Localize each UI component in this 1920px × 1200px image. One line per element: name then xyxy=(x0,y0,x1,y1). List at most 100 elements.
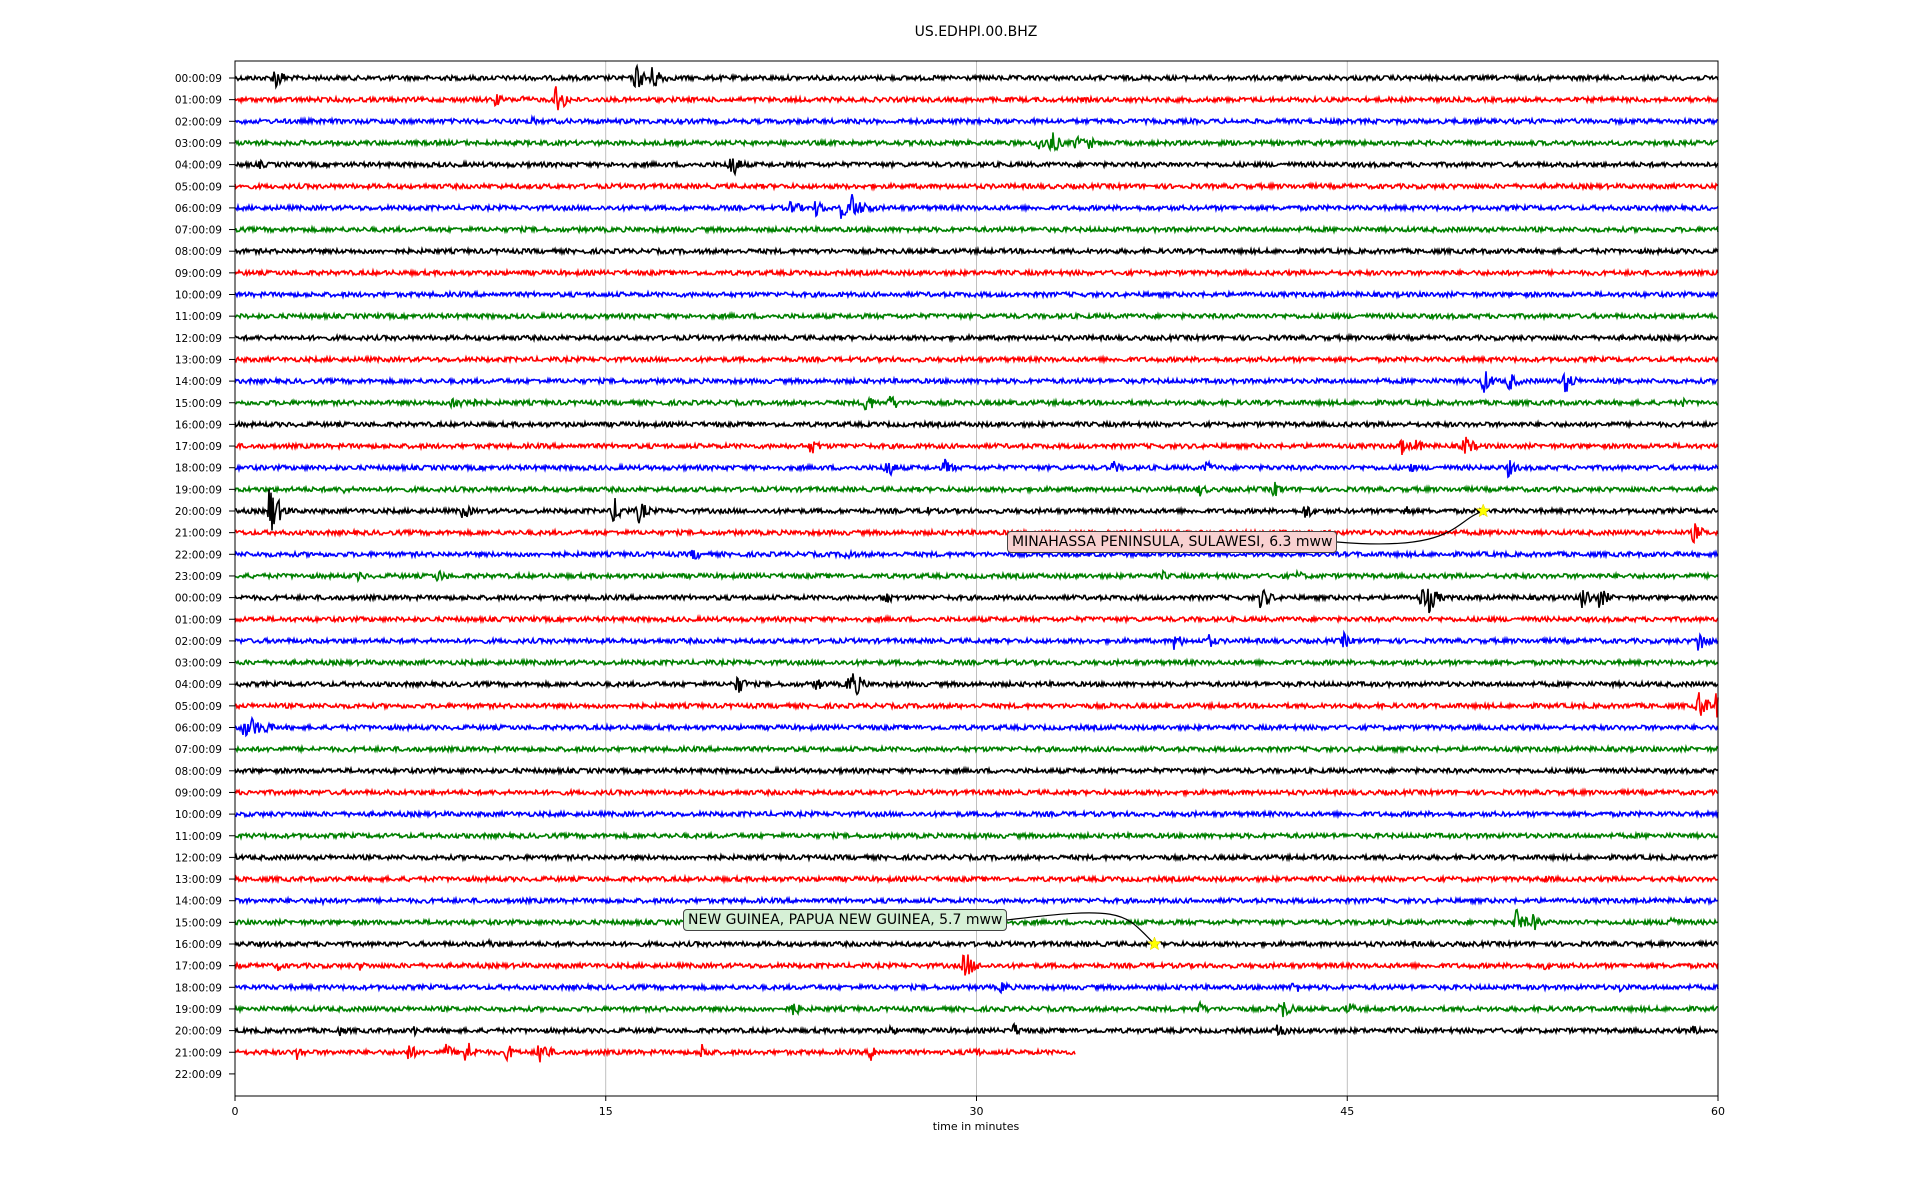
row-time-label: 03:00:09 xyxy=(175,658,222,670)
row-time-label: 03:00:09 xyxy=(175,138,222,150)
row-time-label: 21:00:09 xyxy=(175,1047,222,1059)
row-time-label: 16:00:09 xyxy=(175,419,222,431)
event-annotation-new-guinea: NEW GUINEA, PAPUA NEW GUINEA, 5.7 mww xyxy=(683,909,1008,931)
row-time-label: 13:00:09 xyxy=(175,874,222,886)
traces xyxy=(234,63,1719,1063)
x-tick-label: 45 xyxy=(1340,1105,1354,1118)
trace-row-17 xyxy=(234,436,1719,456)
row-time-label: 07:00:09 xyxy=(175,225,222,237)
trace-row-8 xyxy=(234,245,1719,257)
row-time-label: 06:00:09 xyxy=(175,203,222,215)
row-time-label: 11:00:09 xyxy=(175,311,222,323)
trace-row-36 xyxy=(234,852,1719,863)
x-axis-label: time in minutes xyxy=(933,1120,1020,1133)
x-tick-label: 30 xyxy=(970,1105,984,1118)
trace-row-6 xyxy=(234,194,1719,219)
row-time-label: 20:00:09 xyxy=(175,506,222,518)
trace-row-2 xyxy=(234,114,1719,127)
row-time-label: 05:00:09 xyxy=(175,701,222,713)
row-time-label: 04:00:09 xyxy=(175,679,222,691)
trace-row-3 xyxy=(234,132,1719,153)
trace-row-31 xyxy=(234,743,1719,755)
row-time-label: 08:00:09 xyxy=(175,246,222,258)
row-time-label: 12:00:09 xyxy=(175,852,222,864)
trace-row-28 xyxy=(234,673,1719,696)
trace-row-19 xyxy=(234,481,1719,497)
trace-row-7 xyxy=(234,224,1719,235)
row-time-label: 10:00:09 xyxy=(175,290,222,302)
trace-row-43 xyxy=(234,999,1719,1018)
event-annotation-sulawesi: MINAHASSA PENINSULA, SULAWESI, 6.3 mww xyxy=(1007,531,1338,553)
row-time-label: 05:00:09 xyxy=(175,181,222,193)
row-time-label: 01:00:09 xyxy=(175,95,222,107)
row-time-label: 14:00:09 xyxy=(175,376,222,388)
trace-row-1 xyxy=(234,86,1719,111)
row-time-label: 21:00:09 xyxy=(175,528,222,540)
trace-row-24 xyxy=(234,588,1719,614)
row-time-label: 17:00:09 xyxy=(175,961,222,973)
plot-frame xyxy=(234,60,1719,1097)
row-time-label: 06:00:09 xyxy=(175,723,222,735)
row-time-label: 16:00:09 xyxy=(175,939,222,951)
trace-row-21 xyxy=(234,523,1719,544)
trace-row-37 xyxy=(234,873,1719,885)
row-labels: 00:00:09 01:00:09 02:00:09 03:00:09 04:00:09… xyxy=(175,73,235,1081)
trace-row-22 xyxy=(234,548,1719,561)
row-time-label: 04:00:09 xyxy=(175,160,222,172)
trace-row-15 xyxy=(234,395,1719,411)
row-time-label: 09:00:09 xyxy=(175,787,222,799)
row-time-label: 02:00:09 xyxy=(175,116,222,128)
row-time-label: 23:00:09 xyxy=(175,571,222,583)
row-time-label: 00:00:09 xyxy=(175,73,222,85)
trace-row-0 xyxy=(234,63,1719,90)
annotation-connector xyxy=(1336,510,1484,545)
event-star-marker xyxy=(1475,503,1491,518)
row-time-label: 02:00:09 xyxy=(175,636,222,648)
trace-row-14 xyxy=(234,371,1719,393)
row-time-label: 00:00:09 xyxy=(175,593,222,605)
row-time-label: 22:00:09 xyxy=(175,549,222,561)
row-time-label: 14:00:09 xyxy=(175,896,222,908)
trace-row-32 xyxy=(234,765,1719,777)
row-time-label: 15:00:09 xyxy=(175,398,222,410)
trace-row-20 xyxy=(234,489,1719,531)
trace-row-27 xyxy=(234,657,1719,668)
trace-row-25 xyxy=(234,613,1719,625)
trace-row-16 xyxy=(234,419,1719,430)
row-time-label: 09:00:09 xyxy=(175,268,222,280)
trace-row-29 xyxy=(234,692,1719,718)
row-time-label: 19:00:09 xyxy=(175,484,222,496)
trace-row-13 xyxy=(234,354,1719,365)
row-time-label: 07:00:09 xyxy=(175,744,222,756)
trace-row-33 xyxy=(234,787,1719,798)
row-time-label: 12:00:09 xyxy=(175,333,222,345)
trace-row-34 xyxy=(234,808,1719,820)
trace-row-40 xyxy=(234,937,1719,950)
row-time-label: 20:00:09 xyxy=(175,1026,222,1038)
row-time-label: 10:00:09 xyxy=(175,809,222,821)
chart-title: US.EDHPI.00.BHZ xyxy=(915,24,1038,40)
trace-row-5 xyxy=(234,180,1719,192)
row-time-label: 01:00:09 xyxy=(175,614,222,626)
annotation-connectors xyxy=(1006,503,1491,951)
trace-row-9 xyxy=(234,267,1719,279)
row-time-label: 22:00:09 xyxy=(175,1069,222,1081)
annotation-connector xyxy=(1006,912,1155,945)
trace-row-4 xyxy=(235,158,1719,177)
trace-row-45 xyxy=(234,1042,1076,1063)
x-tick-label: 0 xyxy=(232,1105,239,1118)
trace-row-18 xyxy=(234,458,1719,479)
trace-row-44 xyxy=(234,1021,1719,1038)
trace-row-23 xyxy=(234,568,1719,584)
row-time-label: 15:00:09 xyxy=(175,917,222,929)
trace-row-41 xyxy=(234,954,1719,976)
row-time-label: 19:00:09 xyxy=(175,1004,222,1016)
x-axis-ticks: 0 15 30 45 60 xyxy=(232,1096,1725,1118)
x-tick-label: 15 xyxy=(599,1105,613,1118)
row-time-label: 08:00:09 xyxy=(175,766,222,778)
grid-lines xyxy=(605,61,1348,1096)
row-time-label: 11:00:09 xyxy=(175,831,222,843)
row-time-label: 17:00:09 xyxy=(175,441,222,453)
